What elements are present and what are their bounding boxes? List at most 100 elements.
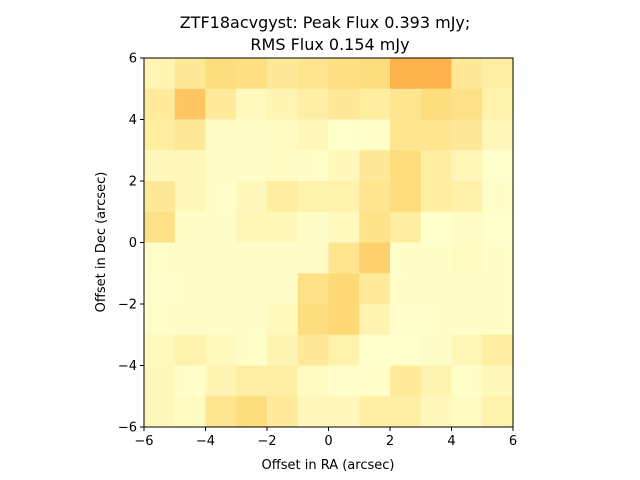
heatmap-cell (482, 334, 514, 367)
heatmap-cell (482, 181, 514, 213)
heatmap-cell (359, 304, 391, 336)
heatmap-cell (390, 211, 422, 244)
heatmap-cell (482, 150, 514, 182)
heatmap-cell (267, 273, 299, 305)
heatmap-cell (390, 150, 422, 182)
heatmap-cell (451, 334, 483, 367)
heatmap-cell (267, 88, 299, 121)
heatmap-cell (451, 273, 483, 305)
heatmap-cell (420, 334, 453, 367)
heatmap-cell (205, 304, 237, 336)
heatmap-cell (174, 150, 207, 182)
heatmap-cell (482, 58, 514, 90)
heatmap-cell (420, 365, 453, 397)
heatmap-cell (482, 211, 514, 244)
heatmap-cell (420, 211, 453, 244)
chart-title-line-1: ZTF18acvgyst: Peak Flux 0.393 mJy; (180, 13, 471, 32)
heatmap-cell (451, 150, 483, 182)
heatmap-cell (205, 273, 237, 305)
heatmap-cell (328, 396, 360, 428)
heatmap-cell (205, 181, 237, 213)
y-tick-label: 0 (129, 236, 137, 251)
heatmap-cell (174, 242, 207, 274)
heatmap-cell (482, 273, 514, 305)
heatmap-cell (451, 242, 483, 274)
heatmap-cell (267, 181, 299, 213)
heatmap-cell (236, 181, 268, 213)
heatmap-cell (144, 88, 176, 121)
heatmap-cell (451, 58, 483, 90)
heatmap-cell (390, 242, 422, 274)
heatmap-cell (359, 58, 391, 90)
heatmap-cell (205, 211, 237, 244)
heatmap-cell (359, 88, 391, 121)
heatmap-cell (359, 334, 391, 367)
heatmap-cell (482, 396, 514, 428)
heatmap-cell (236, 365, 268, 397)
heatmap-cell (267, 365, 299, 397)
heatmap-cell (174, 181, 207, 213)
y-tick-label: 2 (129, 175, 137, 190)
heatmap-cell (174, 211, 207, 244)
heatmap-cell (174, 304, 207, 336)
x-axis-ticks: −6 −4 −2 0 2 4 6 (134, 427, 517, 449)
heatmap-cell (420, 88, 453, 121)
heatmap-cell (205, 58, 237, 90)
heatmap-cell (236, 88, 268, 121)
heatmap-cell (144, 334, 176, 367)
heatmap-cell (297, 88, 330, 121)
x-tick-label: 4 (447, 434, 455, 449)
heatmap-cell (236, 334, 268, 367)
heatmap-cell (236, 119, 268, 151)
heatmap-cell (482, 242, 514, 274)
heatmap-cell (144, 150, 176, 182)
heatmap-cell (390, 334, 422, 367)
heatmap-cell (328, 242, 360, 274)
x-tick-label: 0 (324, 434, 332, 449)
heatmap-cell (205, 334, 237, 367)
heatmap-cell (297, 181, 330, 213)
heatmap-cell (297, 242, 330, 274)
heatmap-cell (236, 273, 268, 305)
heatmap-cell (420, 58, 453, 90)
heatmap-cell (420, 242, 453, 274)
heatmap-cell (420, 150, 453, 182)
y-tick-label: −4 (118, 359, 137, 374)
heatmap-cell (420, 119, 453, 151)
heatmap-cell (174, 365, 207, 397)
chart-title-line-2: RMS Flux 0.154 mJy (250, 35, 409, 54)
heatmap-cell (267, 334, 299, 367)
heatmap-cell (236, 150, 268, 182)
heatmap-cell (451, 211, 483, 244)
heatmap-cell (297, 365, 330, 397)
heatmap-cell (451, 304, 483, 336)
heatmap-cell (328, 150, 360, 182)
x-tick-label: 2 (386, 434, 394, 449)
y-axis-label: Offset in Dec (arcsec) (94, 172, 109, 313)
heatmap-cell (359, 242, 391, 274)
heatmap-cell (390, 181, 422, 213)
heatmap-cell (144, 396, 176, 428)
heatmap-cell (390, 273, 422, 305)
heatmap-cell (297, 334, 330, 367)
heatmap-cell (297, 304, 330, 336)
heatmap-cell (451, 365, 483, 397)
heatmap-cell (328, 58, 360, 90)
heatmap-cell (267, 396, 299, 428)
heatmap-cell (144, 365, 176, 397)
heatmap-cell (482, 119, 514, 151)
heatmap-cell (328, 334, 360, 367)
heatmap-cells (144, 58, 514, 428)
heatmap-cell (359, 181, 391, 213)
heatmap-cell (390, 365, 422, 397)
heatmap-cell (328, 88, 360, 121)
heatmap-cell (205, 396, 237, 428)
heatmap-cell (328, 365, 360, 397)
y-axis-ticks: −6 −4 −2 0 2 4 6 (118, 52, 144, 436)
heatmap-cell (390, 88, 422, 121)
heatmap-cell (144, 58, 176, 90)
heatmap-cell (267, 58, 299, 90)
heatmap-cell (390, 396, 422, 428)
heatmap-cell (482, 304, 514, 336)
heatmap-cell (328, 211, 360, 244)
